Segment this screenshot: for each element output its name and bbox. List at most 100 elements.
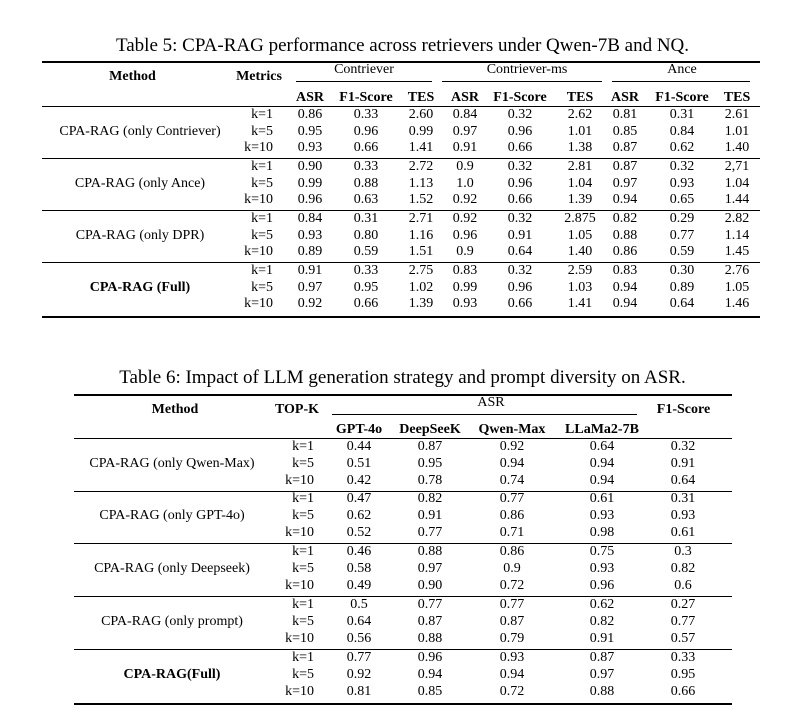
table-5-cell: 0.30 bbox=[669, 263, 695, 278]
table-6-cell: 0.32 bbox=[670, 439, 696, 454]
table-6-cell: 0.6 bbox=[674, 578, 692, 593]
table-5-cell: 2.75 bbox=[408, 263, 434, 278]
table-5-cell: 1.01 bbox=[724, 123, 750, 139]
table-6-cell: 0.51 bbox=[346, 456, 372, 471]
table-6-header-rule bbox=[74, 438, 732, 439]
table-5-cell: 0.33 bbox=[353, 107, 379, 122]
table-6-cell: 0.87 bbox=[417, 614, 443, 629]
table-6-method-name: CPA-RAG (only prompt) bbox=[101, 614, 243, 629]
table-5-cell: 1.13 bbox=[408, 175, 434, 191]
table-5-cell: 2.875 bbox=[564, 211, 596, 226]
table-5-cell: 0.83 bbox=[452, 263, 478, 278]
table-5-k-value: k=1 bbox=[251, 263, 273, 278]
table-5-cell: 2.82 bbox=[724, 211, 750, 226]
table-6-cell: 0.57 bbox=[670, 631, 696, 646]
table-5-cell: 0.63 bbox=[353, 192, 379, 208]
table-5-retriever-rule bbox=[296, 81, 432, 82]
table-5-metric-header: F1-Score bbox=[655, 90, 709, 105]
table-5-k-value: k=1 bbox=[251, 159, 273, 174]
table-5-cell: 1.04 bbox=[567, 175, 593, 191]
table-5-cell: 0.96 bbox=[297, 192, 323, 208]
table-6-group-rule bbox=[74, 491, 732, 492]
table-6-cell: 0.77 bbox=[417, 597, 443, 612]
table-5-cell: 0.66 bbox=[353, 140, 379, 156]
table-6-cell: 0.86 bbox=[499, 544, 525, 559]
table-5-cell: 0.91 bbox=[452, 140, 478, 156]
table-5-cell: 0.99 bbox=[297, 175, 323, 191]
table-5-cell: 0.88 bbox=[612, 227, 638, 243]
table-6-cell: 0.56 bbox=[346, 631, 372, 646]
table-5-cell: 0.64 bbox=[669, 296, 695, 312]
table-5-retriever-header: Ance bbox=[667, 62, 697, 77]
table-5-cell: 2.60 bbox=[408, 107, 434, 122]
table-5-retriever-rule bbox=[442, 81, 602, 82]
table-6-cell: 0.72 bbox=[499, 578, 525, 593]
table-5-cell: 0.94 bbox=[612, 192, 638, 208]
table-5-cell: 0.59 bbox=[353, 244, 379, 260]
table-6-cell: 0.27 bbox=[670, 597, 696, 612]
table-6-cell: 0.77 bbox=[417, 525, 443, 540]
table-6-cell: 0.92 bbox=[499, 439, 525, 454]
table-5-cell: 0.32 bbox=[507, 159, 533, 174]
table-6-cell: 0.42 bbox=[346, 473, 372, 488]
table-6-cell: 0.47 bbox=[346, 491, 372, 506]
table-5-cell: 1.44 bbox=[724, 192, 750, 208]
table-5-cell: 0.84 bbox=[297, 211, 323, 226]
table-5-cell: 1.39 bbox=[408, 296, 434, 312]
table-6-cell: 0.44 bbox=[346, 439, 372, 454]
table-5-cell: 0.9 bbox=[456, 159, 474, 174]
table-5-cell: 0.66 bbox=[353, 296, 379, 312]
table-5-cell: 0.99 bbox=[452, 279, 478, 295]
table-6-cell: 0.88 bbox=[417, 544, 443, 559]
table-6-cell: 0.93 bbox=[499, 650, 525, 665]
table-5-cell: 0.93 bbox=[297, 227, 323, 243]
table-5-cell: 1.41 bbox=[567, 296, 593, 312]
table-5-cell: 0.93 bbox=[452, 296, 478, 312]
table-5-group-rule bbox=[42, 210, 760, 211]
table-6-k-value: k=1 bbox=[292, 597, 314, 612]
table-5-cell: 2,71 bbox=[724, 159, 750, 174]
table-6-cell: 0.5 bbox=[350, 597, 368, 612]
table-6-cell: 0.78 bbox=[417, 473, 443, 488]
table-5-cell: 0.90 bbox=[297, 159, 323, 174]
table-6-cell: 0.88 bbox=[417, 631, 443, 646]
table-6-cell: 0.64 bbox=[346, 614, 372, 629]
table-5-cell: 1.0 bbox=[456, 175, 474, 191]
table-6-cell: 0.94 bbox=[417, 667, 443, 682]
table-5-retriever-rule bbox=[612, 81, 750, 82]
table-6-topk-header: TOP-K bbox=[274, 402, 320, 417]
table-6-k-value: k=5 bbox=[292, 508, 314, 523]
table-6-k-value: k=5 bbox=[292, 614, 314, 629]
table-5-cell: 0.91 bbox=[297, 263, 323, 278]
table-6-cell: 0.74 bbox=[499, 473, 525, 488]
table-5-cell: 1.46 bbox=[724, 296, 750, 312]
table-5-cell: 0.66 bbox=[507, 140, 533, 156]
table-5-metric-header: ASR bbox=[450, 90, 479, 105]
table-6-cell: 0.94 bbox=[499, 456, 525, 471]
table-6-method-name: CPA-RAG (only Deepseek) bbox=[94, 561, 250, 576]
table-5-cell: 1.14 bbox=[724, 227, 750, 243]
table-5-cell: 2.61 bbox=[724, 107, 750, 122]
table-6-cell: 0.91 bbox=[417, 508, 443, 523]
table-6-cell: 0.72 bbox=[499, 684, 525, 699]
table-5-cell: 2.59 bbox=[567, 263, 593, 278]
table-6-cell: 0.97 bbox=[589, 667, 615, 682]
table-6-cell: 0.93 bbox=[589, 508, 615, 523]
table-5-top-rule bbox=[42, 61, 760, 63]
table-5-cell: 2.71 bbox=[408, 211, 434, 226]
table-5-method-name: CPA-RAG (only DPR) bbox=[75, 228, 205, 243]
table-6-cell: 0.94 bbox=[589, 456, 615, 471]
table-6-k-value: k=1 bbox=[292, 544, 314, 559]
table-5-method-name: CPA-RAG (Full) bbox=[89, 280, 191, 295]
table-5-cell: 1.05 bbox=[567, 227, 593, 243]
table-5-cell: 0.96 bbox=[507, 123, 533, 139]
table-5-cell: 1.39 bbox=[567, 192, 593, 208]
table-6-f1-header: F1-Score bbox=[656, 402, 711, 417]
table-5-method-header: Method bbox=[109, 69, 156, 84]
table-5-cell: 0.32 bbox=[507, 107, 533, 122]
table-5-k-value: k=10 bbox=[244, 244, 273, 260]
table-6-cell: 0.79 bbox=[499, 631, 525, 646]
table-5-retriever-header: Contriever-ms bbox=[486, 62, 568, 77]
table-5-k-value: k=1 bbox=[251, 211, 273, 226]
table-6-cell: 0.93 bbox=[670, 508, 696, 523]
